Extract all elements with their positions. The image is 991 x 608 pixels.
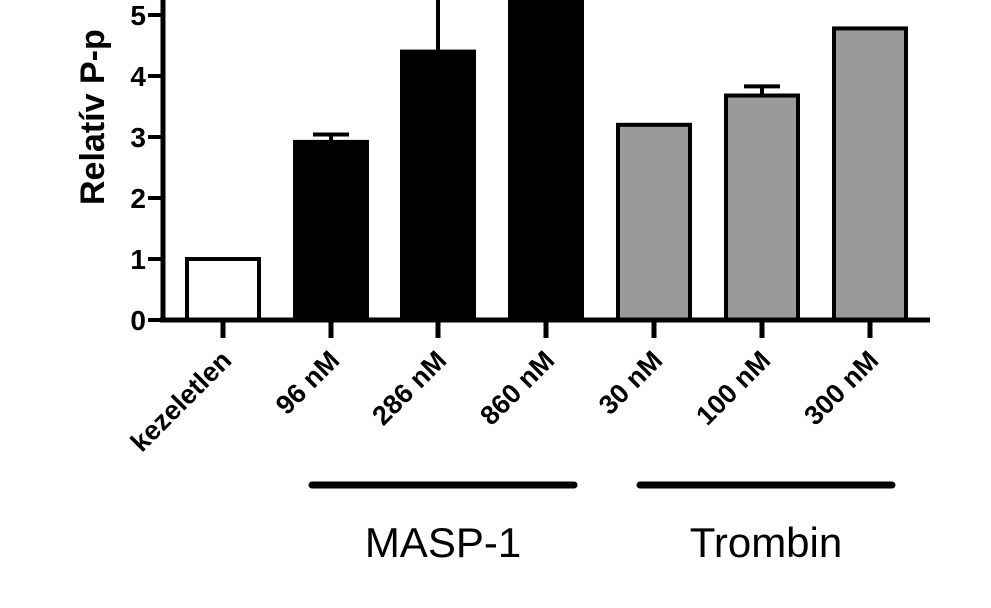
x-ticks-layer: kezeletlen 96 nM 286 nM 860 nM 30 nM 100 nM 30… <box>125 320 884 458</box>
y-tick-label: 1 <box>130 244 146 275</box>
x-tick-label: 30 nM <box>593 345 668 420</box>
bar <box>724 93 800 322</box>
y-axis-label: Relatív P-p <box>74 29 112 205</box>
group-brackets-layer: MASP-1 Trombin <box>308 481 896 566</box>
y-tick-label: 5 <box>130 0 146 31</box>
bar <box>508 0 584 322</box>
bar <box>616 122 692 322</box>
bar <box>400 49 476 322</box>
x-tick-label: 300 nM <box>798 345 884 431</box>
x-tick-label: kezeletlen <box>125 345 237 457</box>
y-ticks-layer: 0 1 2 3 4 5 <box>130 0 163 336</box>
group-label: MASP-1 <box>365 519 521 566</box>
y-tick-label: 2 <box>130 183 146 214</box>
x-tick-label: 860 nM <box>474 345 560 431</box>
x-tick-label: 100 nM <box>690 345 776 431</box>
x-tick-label: 96 nM <box>270 345 345 420</box>
y-tick-label: 4 <box>130 61 146 92</box>
bar <box>185 257 261 322</box>
bar <box>832 26 908 322</box>
bars-layer <box>185 0 908 322</box>
x-tick-label: 286 nM <box>366 345 452 431</box>
y-tick-label: 0 <box>130 305 146 336</box>
y-tick-label: 3 <box>130 122 146 153</box>
bar <box>293 139 369 322</box>
group-label: Trombin <box>690 519 842 566</box>
